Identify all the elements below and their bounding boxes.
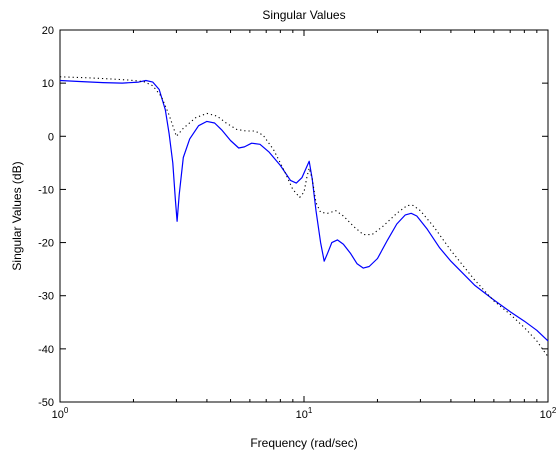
y-tick-label-1: 10: [42, 78, 54, 90]
y-tick-label-2: 0: [48, 131, 54, 143]
y-tick-label-6: -40: [38, 344, 54, 356]
x-tick-label-2: 102: [540, 406, 557, 421]
x-tick-label-0: 100: [52, 406, 69, 421]
y-tick-label-4: -20: [38, 238, 54, 250]
y-axis-label: Singular Values (dB): [10, 161, 24, 270]
x-axis-label: Frequency (rad/sec): [250, 436, 357, 450]
x-tick-label-1: 101: [296, 406, 313, 421]
y-tick-label-3: -10: [38, 184, 54, 196]
chart-title: Singular Values: [262, 8, 345, 22]
series-line-0: [59, 79, 549, 342]
y-tick-label-7: -50: [38, 397, 54, 409]
y-tick-label-0: 20: [42, 25, 54, 37]
y-tick-label-5: -30: [38, 291, 54, 303]
